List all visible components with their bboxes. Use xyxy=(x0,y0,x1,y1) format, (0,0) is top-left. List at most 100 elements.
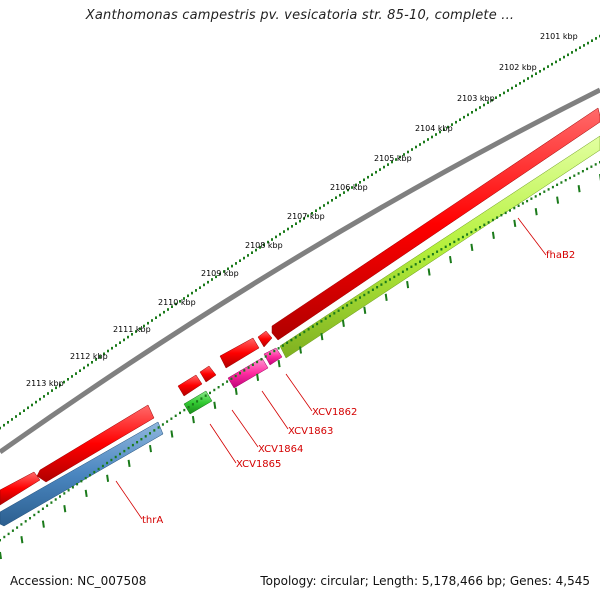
outer-scale-dot xyxy=(383,165,385,169)
gene-label-fhab2[interactable]: fhaB2 xyxy=(546,250,575,261)
outer-scale-dot xyxy=(195,289,197,292)
inner-scale-dot xyxy=(410,265,413,268)
inner-scale-dot xyxy=(311,325,314,328)
inner-scale-dot xyxy=(594,163,597,166)
inner-scale-dot xyxy=(590,165,593,168)
inner-scale-dot xyxy=(333,312,336,315)
outer-scale-dot xyxy=(575,48,577,52)
inner-scale-dot xyxy=(530,197,533,200)
outer-scale-dot xyxy=(47,392,49,395)
inner-scale-tick xyxy=(513,219,517,228)
outer-scale-dot xyxy=(147,321,149,325)
outer-scale-dot xyxy=(555,60,557,64)
label-leaders xyxy=(115,217,547,520)
gene-xcv1862-bar[interactable] xyxy=(227,357,269,389)
inner-scale-dot xyxy=(29,517,31,520)
inner-scale-dot xyxy=(3,535,6,539)
inner-scale-dot xyxy=(307,328,310,331)
inner-scale-dot xyxy=(191,403,194,406)
gene-arrow-forward-right[interactable] xyxy=(271,107,600,341)
inner-scale-dot xyxy=(401,270,404,273)
gene-xcv1862-bar-end[interactable] xyxy=(263,347,283,366)
outer-scale-dot xyxy=(187,294,189,298)
inner-scale-dot xyxy=(46,504,49,507)
outer-scale-dot xyxy=(503,91,505,95)
outer-scale-dot xyxy=(323,204,325,207)
outer-scale-dot xyxy=(235,262,237,265)
outer-scale-dot xyxy=(223,270,225,273)
outer-scale-dot xyxy=(315,209,317,212)
outer-scale-dot xyxy=(399,155,401,159)
outer-scale-dot xyxy=(307,214,309,218)
gene-label-xcv1865[interactable]: XCV1865 xyxy=(236,459,281,470)
inner-scale-dot xyxy=(346,304,349,307)
gene-xcv1863-arrow[interactable] xyxy=(257,330,273,348)
inner-scale-tick xyxy=(363,306,367,314)
inner-scale-dot xyxy=(406,268,409,271)
inner-scale-dot xyxy=(479,226,481,229)
outer-scale-dot xyxy=(27,406,29,410)
gene-thra-bar[interactable] xyxy=(0,421,164,527)
gene-arrow-forward-left[interactable] xyxy=(36,404,155,483)
inner-scale-dot xyxy=(500,214,503,217)
inner-scale-dot xyxy=(551,185,554,189)
inner-scale-dot xyxy=(517,204,520,207)
scale-tick-label: 2104 kbp xyxy=(415,124,453,133)
inner-scale-tick xyxy=(277,359,281,368)
gene-arrow-forward-edge[interactable] xyxy=(0,471,41,506)
gene-xcv1864-arrow[interactable] xyxy=(219,337,260,369)
inner-scale-dot xyxy=(431,253,434,256)
inner-scale-tick xyxy=(299,346,302,354)
outer-scale-dot xyxy=(63,380,65,384)
outer-scale-dot xyxy=(95,358,97,361)
inner-scale-dot xyxy=(564,179,567,182)
inner-scale-dot xyxy=(461,235,464,239)
outer-scale-dot xyxy=(143,324,145,328)
inner-scale-dot xyxy=(513,206,516,210)
inner-scale-dot xyxy=(320,320,323,323)
inner-scale-dot xyxy=(247,366,250,369)
inner-scale-dot xyxy=(359,296,361,299)
inner-scale-dot xyxy=(577,172,580,175)
outer-scale-dot xyxy=(75,372,77,375)
inner-scale-dot xyxy=(260,358,263,361)
inner-scale-dot xyxy=(187,406,190,409)
outer-scale-dot xyxy=(259,246,261,249)
gene-fhab2-bar[interactable] xyxy=(279,135,600,359)
inner-scale-dot xyxy=(363,293,366,297)
genome-summary: Topology: circular; Length: 5,178,466 bp… xyxy=(260,574,590,588)
outer-scale-dot xyxy=(427,138,429,141)
outer-scale-dot xyxy=(3,423,5,427)
genome-backbone xyxy=(0,87,600,455)
outer-scale-dot xyxy=(123,338,125,342)
inner-scale-dot xyxy=(556,183,559,186)
inner-scale-dot xyxy=(281,344,284,347)
inner-scale-tick xyxy=(149,444,152,453)
gene-small-red-a[interactable] xyxy=(177,374,203,397)
outer-scale-dot xyxy=(175,302,177,306)
inner-scale-dot xyxy=(299,333,301,336)
inner-scale-tick xyxy=(449,255,452,264)
inner-scale-tick xyxy=(470,243,474,252)
outer-scale-dot xyxy=(527,77,529,80)
inner-scale-dot xyxy=(436,250,439,253)
gene-label-xcv1863[interactable]: XCV1863 xyxy=(288,426,333,437)
gene-label-thra[interactable]: thrA xyxy=(142,515,163,526)
outer-scale-dot xyxy=(107,349,109,353)
outer-scale-dot xyxy=(303,217,305,220)
inner-scale-dot xyxy=(153,429,156,432)
outer-scale-dot xyxy=(519,82,521,85)
inner-scale-dot xyxy=(24,520,27,523)
outer-scale: 2101 kbp 2102 kbp 2103 kbp 2104 kbp 2105 kbp… xyxy=(0,32,600,430)
inner-scale-dot xyxy=(166,420,169,423)
inner-scale-dot xyxy=(239,372,241,375)
outer-scale-dot xyxy=(463,115,465,119)
inner-scale-dot xyxy=(161,423,164,426)
gene-small-red-b[interactable] xyxy=(199,365,217,383)
accession-text: Accession: NC_007508 xyxy=(10,574,147,588)
gene-label-xcv1862[interactable]: XCV1862 xyxy=(312,407,357,418)
inner-scale-tick xyxy=(320,332,324,341)
inner-scale-dot xyxy=(221,383,224,386)
gene-label-xcv1864[interactable]: XCV1864 xyxy=(258,444,303,455)
